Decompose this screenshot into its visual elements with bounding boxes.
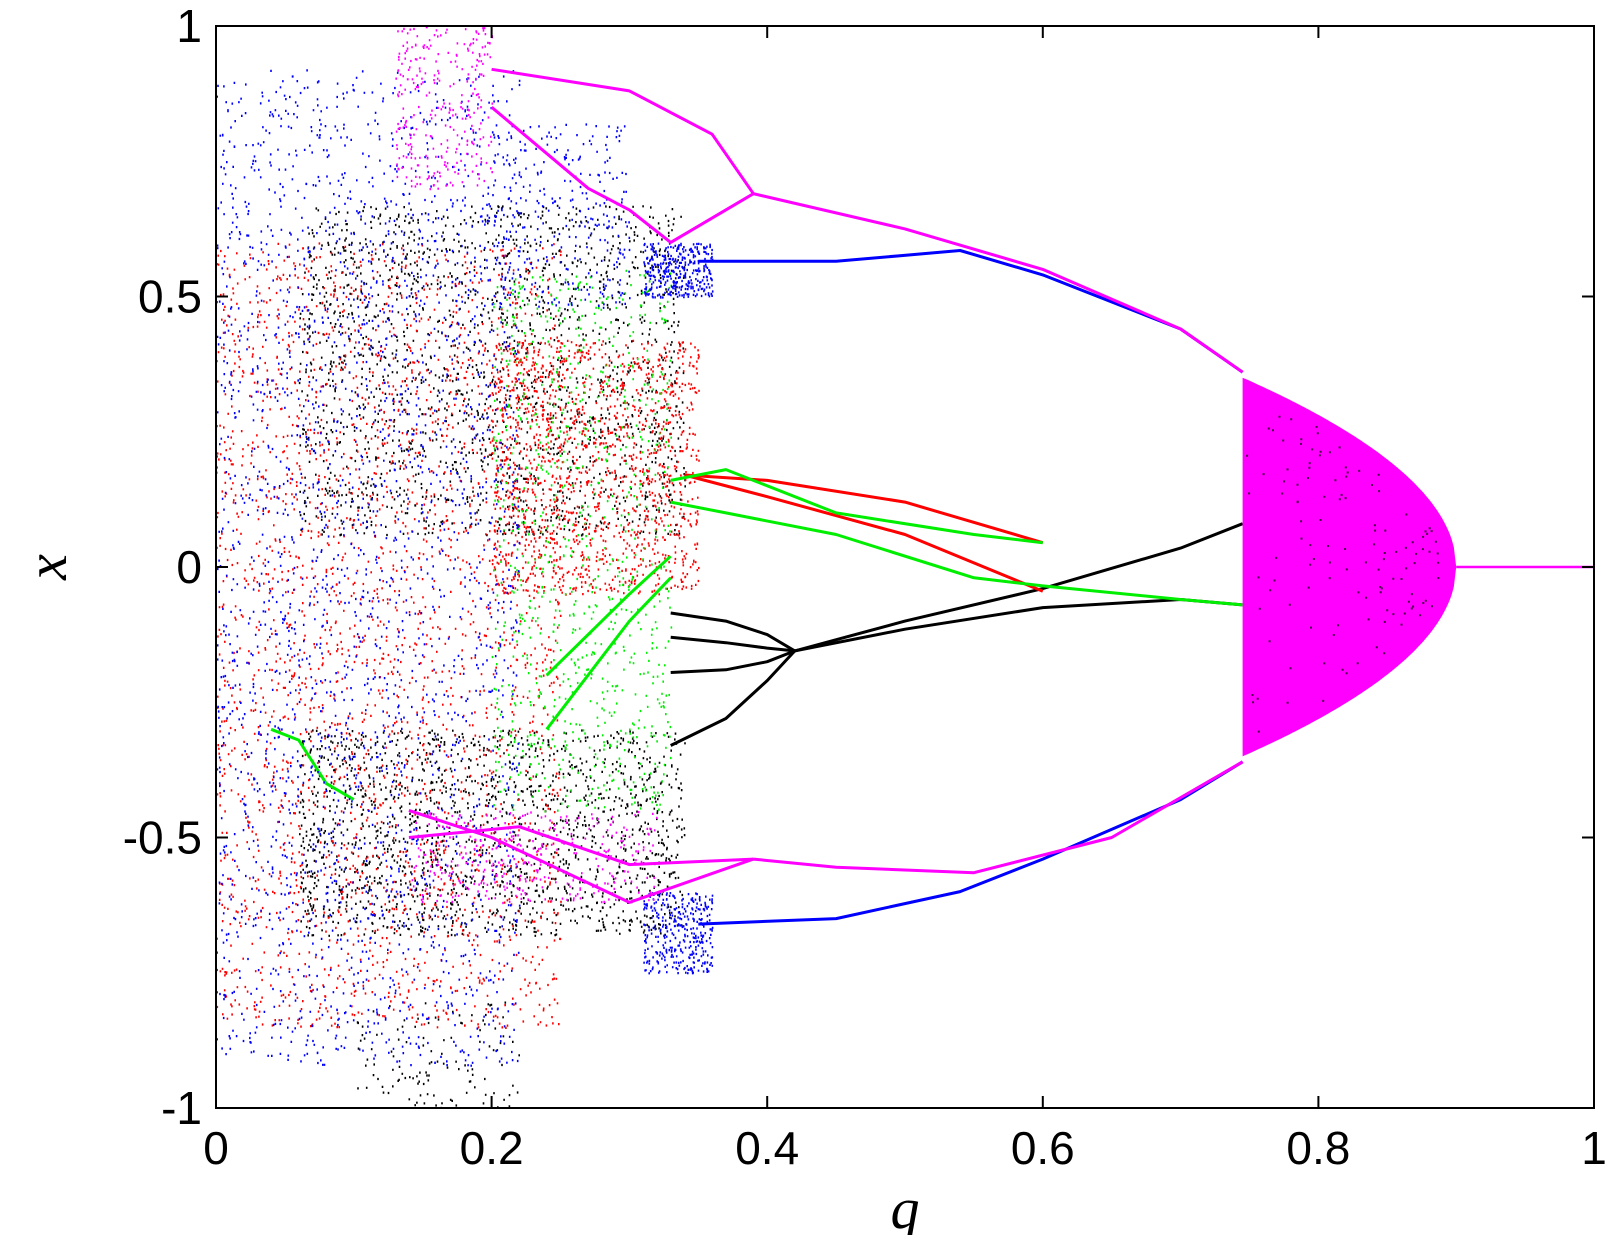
scatter-cloud — [356, 1001, 520, 1108]
branch-line — [794, 522, 1244, 653]
y-tick-label: -1 — [161, 1082, 202, 1134]
x-tick-label: 0.8 — [1286, 1122, 1350, 1174]
y-tick-label: -0.5 — [123, 812, 202, 864]
series-2 — [270, 269, 1243, 813]
scatter-cloud — [643, 892, 714, 975]
scatter-cloud — [216, 69, 521, 1067]
y-axis-label: x — [14, 554, 79, 581]
branch-line — [670, 611, 796, 653]
branch-line — [684, 473, 1044, 545]
branch-line — [670, 649, 796, 674]
y-tick-label: 0 — [176, 541, 202, 593]
x-tick-label: 0.2 — [460, 1122, 524, 1174]
x-tick-label: 1 — [1581, 1122, 1607, 1174]
tick-layer: 0 0.2 0.4 0.6 0.8 1 -1 -0.5 0 0.5 1 — [123, 0, 1607, 1174]
branch-line — [670, 468, 1043, 545]
branch-line — [753, 192, 1244, 374]
band-texture — [1246, 415, 1440, 733]
series-1 — [216, 242, 1044, 1029]
branch-line — [670, 500, 1243, 607]
scatter-cloud — [216, 242, 562, 1029]
x-tick-label: 0.4 — [735, 1122, 799, 1174]
scatter-cloud — [298, 729, 686, 937]
branch-line — [670, 635, 795, 653]
x-tick-label: 0 — [203, 1122, 229, 1174]
branch-line — [684, 473, 1044, 593]
y-tick-label: 1 — [176, 0, 202, 52]
branch-line — [408, 808, 754, 904]
branch-line — [753, 760, 1244, 875]
chaotic-band — [1242, 377, 1457, 757]
branch-line — [670, 649, 796, 747]
branch-line — [408, 825, 754, 867]
x-tick-label: 0.6 — [1011, 1122, 1075, 1174]
branch-line — [270, 727, 355, 801]
branch-line — [491, 67, 755, 195]
series-4 — [395, 26, 1594, 905]
branch-line — [545, 576, 672, 731]
scatter-cloud — [643, 242, 714, 299]
data-layer — [216, 26, 1594, 1108]
y-tick-label: 0.5 — [138, 271, 202, 323]
x-axis-label: q — [891, 1176, 920, 1235]
branch-line — [490, 106, 755, 244]
branch-line — [545, 555, 672, 677]
